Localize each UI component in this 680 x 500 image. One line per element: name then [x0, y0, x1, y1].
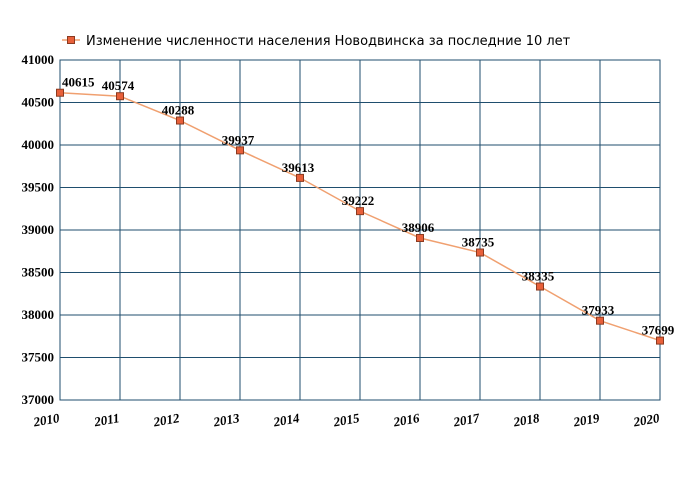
data-label: 40574: [102, 78, 135, 93]
data-point: [416, 233, 424, 242]
data-point: [296, 173, 304, 182]
x-tick-label: 2017: [451, 410, 481, 430]
y-tick-label: 40000: [22, 137, 55, 152]
data-point: [56, 88, 64, 97]
data-point: [656, 336, 664, 345]
data-label: 37933: [582, 303, 615, 318]
y-tick-label: 37000: [22, 392, 55, 407]
data-label: 39222: [342, 193, 375, 208]
y-tick-label: 39500: [22, 180, 55, 195]
data-label: 37699: [642, 323, 675, 338]
data-point: [236, 146, 244, 155]
data-label: 38906: [402, 220, 435, 235]
data-labels: 40615 40574 40288 39937 39613 39222 38906 38735…: [62, 75, 675, 338]
data-point: [176, 116, 184, 125]
x-tick-label: 2020: [631, 410, 661, 430]
x-tick-label: 2011: [92, 410, 121, 429]
data-point: [596, 316, 604, 325]
legend-marker-swatch: [67, 36, 75, 44]
legend: Изменение численности населения Новодвин…: [62, 34, 571, 49]
data-label: 38735: [462, 235, 495, 250]
x-tick-label: 2013: [211, 410, 241, 430]
y-tick-label: 39000: [22, 222, 55, 237]
x-tick-label: 2014: [271, 410, 301, 430]
data-label: 40615: [62, 75, 95, 90]
y-tick-label: 40500: [22, 95, 55, 110]
data-label: 40288: [162, 103, 195, 118]
axes: 37000 37500 38000 38500 39000 39500 40000 40500…: [22, 52, 662, 430]
grid: [59, 59, 661, 401]
legend-label: Изменение численности населения Новодвин…: [86, 34, 571, 49]
y-tick-label: 38000: [22, 307, 55, 322]
x-tick-label: 2018: [511, 410, 541, 430]
data-point: [116, 92, 124, 101]
y-tick-label: 41000: [22, 52, 55, 67]
data-label: 39937: [222, 132, 255, 147]
x-tick-label: 2010: [31, 410, 61, 430]
x-tick-label: 2015: [331, 410, 361, 430]
x-tick-label: 2019: [571, 410, 601, 430]
data-label: 38335: [522, 269, 555, 284]
data-series: [56, 88, 664, 345]
plot-border: [59, 59, 661, 401]
data-point: [476, 248, 484, 257]
data-label: 39613: [282, 160, 315, 175]
data-point: [356, 207, 364, 216]
x-tick-label: 2016: [391, 410, 421, 430]
data-point: [536, 282, 544, 291]
x-tick-label: 2012: [151, 410, 181, 430]
y-tick-label: 37500: [22, 350, 55, 365]
y-tick-label: 38500: [22, 265, 55, 280]
